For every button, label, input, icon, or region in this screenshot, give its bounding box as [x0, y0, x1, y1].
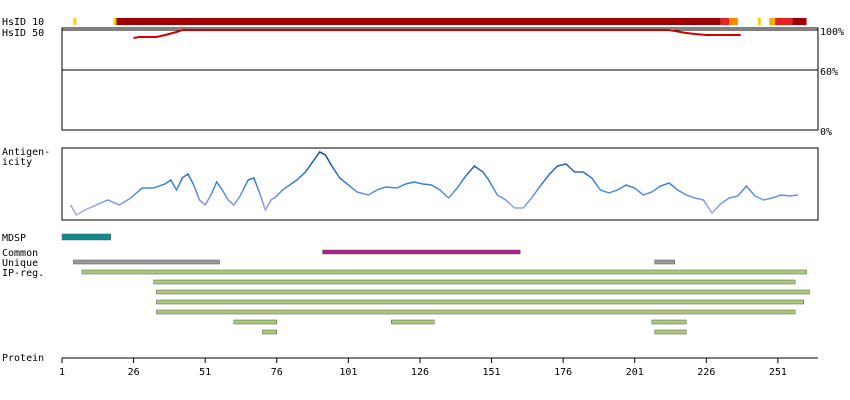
hsid10-segment — [792, 18, 807, 25]
hsid10-segment — [116, 18, 721, 25]
hsid10-segment — [720, 18, 730, 25]
feature-label: Common — [2, 248, 38, 259]
feature-label: Unique — [2, 258, 38, 269]
y-tick-label: 60% — [820, 67, 838, 78]
feature-bar — [156, 299, 804, 305]
feature-bar — [61, 233, 111, 241]
feature-label: IP-reg. — [2, 268, 44, 279]
y-tick-label: 100% — [820, 27, 844, 38]
hsid50-label: HsID 50 — [2, 28, 44, 39]
x-tick-label: 226 — [697, 367, 715, 378]
y-tick-label: 0% — [820, 127, 832, 138]
hsid10-segment — [775, 18, 793, 25]
feature-bar — [81, 269, 807, 275]
feature-bar — [262, 329, 278, 335]
hsid10-segment — [113, 18, 117, 25]
feature-bar — [654, 329, 687, 335]
antigenicity-label: icity — [2, 157, 32, 168]
feature-bar — [156, 309, 796, 315]
hsid50-frame — [61, 27, 819, 131]
feature-bar — [153, 279, 796, 285]
x-tick-label: 201 — [626, 367, 644, 378]
x-tick-label: 126 — [411, 367, 429, 378]
x-tick-label: 251 — [769, 367, 787, 378]
x-tick-label: 26 — [128, 367, 140, 378]
x-tick-label: 101 — [339, 367, 357, 378]
hsid10-segment — [757, 18, 761, 25]
antigenicity-line — [69, 151, 799, 217]
feature-bar — [233, 319, 278, 325]
feature-bar — [654, 259, 676, 265]
x-axis-label: Protein — [2, 353, 44, 364]
x-tick-label: 76 — [271, 367, 283, 378]
hsid10-segment — [769, 18, 776, 25]
feature-bar — [651, 319, 687, 325]
hsid50-line — [133, 29, 741, 39]
antigenicity-label: Antigen- — [2, 147, 50, 158]
x-tick-label: 151 — [483, 367, 501, 378]
antigenicity-frame — [61, 147, 819, 221]
feature-bar — [73, 259, 220, 265]
x-tick-label: 51 — [199, 367, 211, 378]
x-tick-label: 1 — [59, 367, 65, 378]
hsid10-segment — [729, 18, 738, 25]
feature-label: MDSP — [2, 233, 26, 244]
hsid10-label: HsID 10 — [2, 17, 44, 28]
hsid10-segment — [73, 18, 77, 25]
x-tick-label: 176 — [554, 367, 572, 378]
feature-bar — [322, 249, 521, 255]
feature-bar — [156, 289, 810, 295]
feature-bar — [391, 319, 435, 325]
